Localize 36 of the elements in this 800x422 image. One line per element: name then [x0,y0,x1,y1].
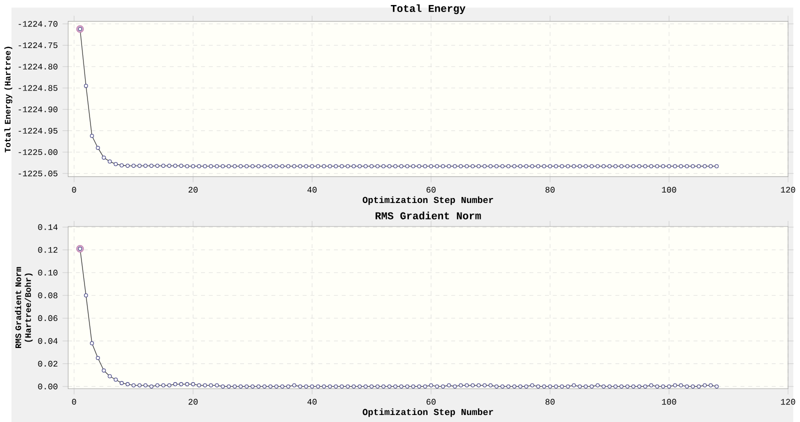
y-tick-label: 0.08 [38,292,58,298]
x-tick-label: 100 [662,186,676,193]
y-tick-label: -1224.85 [18,85,58,91]
y-tick-label: 0.10 [38,270,58,276]
x-tick-label: 20 [188,398,198,405]
y-tick-label: -1224.80 [18,64,58,70]
y-tick-label: 0.14 [38,224,58,230]
x-axis-title: Optimization Step Number [362,408,494,417]
y-axis-title: Total Energy (Hartree) [4,46,12,152]
x-tick-label: 120 [781,186,796,193]
x-tick-label: 20 [188,186,198,193]
x-tick-label: 120 [781,398,796,405]
x-tick-label: 100 [662,398,676,405]
y-tick-label: 0.00 [38,384,58,390]
x-tick-label: 60 [426,186,436,193]
x-tick-label: 40 [307,398,317,405]
x-tick-label: 0 [72,398,76,405]
x-tick-label: 0 [72,186,76,193]
x-axis-title: Optimization Step Number [362,196,494,205]
y-tick-label: -1224.70 [18,21,58,27]
chart-title: RMS Gradient Norm [376,212,481,220]
y-axis-title: RMS Gradient Norm (Hartree/Bohr) [14,267,33,348]
x-tick-label: 80 [546,186,555,193]
y-tick-label: 0.04 [38,338,58,344]
x-tick-label: 60 [426,398,436,405]
y-tick-label: 0.02 [38,360,58,367]
y-tick-label: -1225.00 [18,149,58,155]
y-tick-label: 0.12 [38,247,58,253]
chart-title: Total Energy [390,4,466,14]
y-tick-label: -1224.95 [18,128,58,134]
y-tick-label: -1224.75 [18,42,58,48]
y-tick-label: -1224.90 [18,106,58,112]
x-tick-label: 40 [307,186,317,193]
y-tick-label: 0.06 [38,315,58,322]
y-tick-label: -1225.05 [18,170,58,176]
x-tick-label: 80 [546,398,555,405]
